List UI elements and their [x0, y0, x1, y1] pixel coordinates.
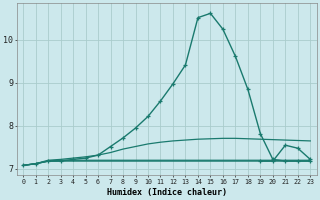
X-axis label: Humidex (Indice chaleur): Humidex (Indice chaleur) — [107, 188, 227, 197]
